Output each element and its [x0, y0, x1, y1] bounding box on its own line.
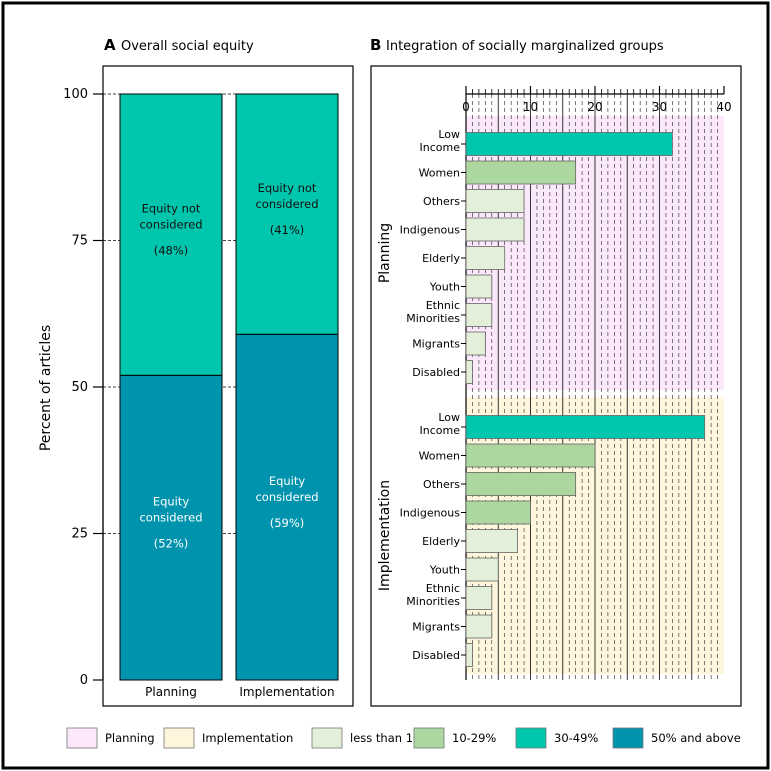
bar-label: Equity — [269, 474, 306, 488]
y-tick-label: 0 — [80, 673, 88, 688]
legend-swatch — [515, 727, 547, 749]
bar — [465, 160, 577, 185]
category-label: Ethnic — [426, 582, 460, 595]
legend-label: less than 10% — [350, 731, 431, 745]
x-tick-label: 20 — [587, 100, 602, 114]
legend-label: 50% and above — [651, 731, 741, 745]
category-label: Minorities — [406, 312, 460, 325]
bar — [465, 557, 499, 582]
x-category-label: Implementation — [239, 685, 334, 699]
panel-b-title: Integration of socially marginalized gro… — [386, 39, 664, 54]
x-tick-label: 40 — [716, 100, 731, 114]
stacked-bar-segment — [119, 374, 223, 681]
bar — [465, 360, 473, 384]
panel-a-chart: 0 25 50 75 100 Equity considered (52%) Equity no… — [63, 87, 339, 699]
group-label: Implementation — [377, 480, 393, 591]
y-tick-label: 25 — [71, 527, 88, 542]
legend-label: Implementation — [202, 731, 293, 745]
legend-swatch — [612, 727, 644, 749]
bar-label: considered — [139, 218, 202, 232]
bar-percent-label: (59%) — [270, 516, 305, 530]
bar — [465, 331, 486, 356]
category-label: Disabled — [412, 366, 460, 379]
category-label: Low — [438, 411, 460, 424]
category-label: Migrants — [412, 621, 460, 634]
legend-swatch — [413, 727, 445, 749]
y-tick-label: 50 — [71, 380, 88, 395]
category-label: Income — [420, 424, 461, 437]
panel-a-ylabel: Percent of articles — [38, 325, 54, 451]
panel-a-title: Overall social equity — [121, 39, 254, 54]
stacked-bar-segment — [119, 93, 223, 376]
category-label: Others — [423, 478, 460, 491]
x-tick-label: 10 — [523, 100, 538, 114]
category-label: Women — [419, 450, 460, 463]
legend: Planning Implementation less than 10% 10-29… — [66, 727, 741, 749]
category-label: Minorities — [406, 595, 460, 608]
bar-label: Equity — [153, 495, 190, 509]
y-tick-label: 75 — [71, 234, 88, 249]
panel-a-letter: A — [104, 36, 116, 54]
bar — [465, 189, 525, 213]
group-label: Planning — [377, 223, 393, 283]
legend-swatch — [66, 727, 98, 749]
bar — [465, 586, 493, 610]
category-label: Elderly — [422, 252, 460, 265]
category-label: Women — [419, 167, 460, 180]
bar — [465, 500, 531, 525]
legend-label: Planning — [105, 731, 155, 745]
category-label: Indigenous — [400, 507, 461, 520]
legend-label: 10-29% — [452, 731, 496, 745]
bar-percent-label: (48%) — [154, 244, 189, 258]
bar — [465, 274, 493, 299]
panel-b-chart: 010203040LowIncomeWomenOthersIndigenousE… — [377, 86, 732, 680]
category-label: Income — [420, 141, 461, 154]
bar-label: Equity not — [258, 181, 317, 195]
category-label: Others — [423, 195, 460, 208]
bar-label: Equity not — [142, 202, 201, 216]
category-label: Youth — [429, 564, 460, 577]
bar — [465, 529, 518, 553]
bar — [465, 415, 706, 439]
category-label: Migrants — [412, 338, 460, 351]
bar-label: considered — [255, 197, 318, 211]
bar-label: considered — [255, 490, 318, 504]
bar — [465, 643, 473, 667]
bar — [465, 614, 493, 639]
y-tick-label: 100 — [63, 87, 88, 102]
bar-percent-label: (52%) — [154, 537, 189, 551]
x-category-label: Planning — [145, 685, 197, 699]
bar — [465, 132, 673, 156]
category-label: Youth — [429, 281, 460, 294]
stacked-bar-segment — [235, 93, 339, 335]
bar — [465, 443, 596, 468]
category-label: Low — [438, 128, 460, 141]
bar — [465, 472, 577, 496]
x-tick-label: 30 — [652, 100, 667, 114]
category-label: Ethnic — [426, 299, 460, 312]
category-label: Elderly — [422, 535, 460, 548]
panel-b-frame — [370, 65, 742, 707]
legend-label: 30-49% — [554, 731, 598, 745]
legend-swatch — [163, 727, 195, 749]
bar-label: considered — [139, 511, 202, 525]
bar — [465, 303, 493, 327]
category-label: Indigenous — [400, 224, 461, 237]
bar — [465, 217, 525, 242]
bar-percent-label: (41%) — [270, 223, 305, 237]
legend-swatch — [311, 727, 343, 749]
category-label: Disabled — [412, 649, 460, 662]
stacked-bar-segment — [235, 333, 339, 681]
bar — [465, 246, 506, 270]
panel-b-letter: B — [370, 36, 381, 54]
